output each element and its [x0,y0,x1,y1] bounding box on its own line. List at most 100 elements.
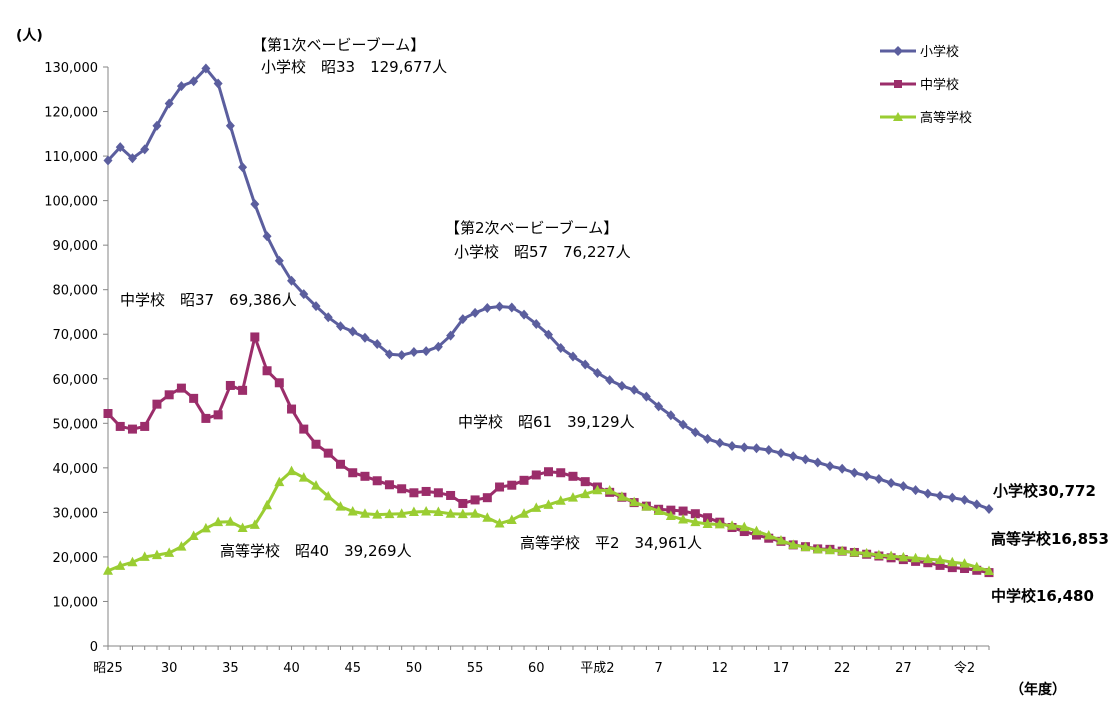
series-layer [103,63,994,578]
data-point-elementary [446,330,456,341]
x-tick-label: 令2 [954,661,975,676]
data-point-high-school [506,514,517,524]
data-point-elementary [348,326,358,337]
data-point-high-school [103,565,113,575]
data-point-elementary [972,499,982,510]
data-point-high-school [641,501,652,511]
data-point-elementary [862,470,872,481]
data-point-elementary [629,384,639,395]
data-point-junior-high [176,383,186,393]
data-point-high-school [861,547,872,558]
data-point-high-school [200,522,211,533]
data-point-high-school [678,514,689,524]
data-point-elementary [960,494,970,505]
y-tick-label: 70,000 [53,328,99,343]
data-point-elementary [213,78,223,89]
y-tick-label: 130,000 [44,61,98,76]
x-tick-label: 40 [283,661,300,676]
x-tick-label: 27 [895,661,912,676]
data-point-high-school [616,491,627,501]
data-point-elementary [421,346,431,357]
data-point-high-school [176,541,187,551]
data-point-elementary [678,419,688,430]
data-point-junior-high [446,490,456,500]
data-point-elementary [690,427,700,438]
series-high-school [103,465,994,575]
data-point-junior-high [507,480,517,490]
data-point-junior-high [568,471,578,481]
data-point-elementary [568,351,578,362]
legend-label-junior-high: 中学校 [920,77,959,93]
data-point-junior-high [556,468,566,478]
x-tick-label: 50 [406,661,423,676]
data-point-elementary [519,309,529,320]
data-point-high-school [971,561,982,572]
data-point-elementary [201,63,211,74]
data-point-elementary [103,155,113,166]
y-tick-label: 30,000 [53,506,99,521]
data-point-elementary [397,350,407,361]
annotation-junior-high-s37: 中学校 昭37 69,386人 [120,291,297,309]
data-point-high-school [335,501,346,511]
annotation-junior-high-s61: 中学校 昭61 39,129人 [458,413,635,431]
data-point-elementary [739,442,749,453]
data-point-elementary [360,332,370,343]
data-point-elementary [335,321,345,332]
data-point-high-school [739,521,750,532]
data-point-elementary [544,329,553,340]
data-point-elementary [764,445,774,456]
data-point-elementary [250,199,260,210]
x-tick-label: 17 [773,661,790,676]
annotations: 【第1次ベービーブーム】 小学校 昭33 129,677人 【第2次ベービーブー… [120,36,702,560]
data-point-elementary [813,457,823,468]
data-point-elementary [470,307,480,318]
data-point-high-school [727,520,738,530]
data-point-junior-high [311,439,321,449]
series-elementary [103,63,994,514]
x-tick-label: 平成2 [580,661,614,676]
data-point-junior-high [580,477,590,487]
data-point-high-school [433,506,444,516]
data-point-junior-high [127,424,137,434]
data-point-high-school [115,560,126,570]
data-point-elementary [923,488,933,499]
x-tick-label: 35 [222,661,239,676]
data-point-junior-high [348,468,358,478]
data-point-elementary [262,231,272,242]
data-point-high-school [311,480,322,490]
data-point-high-school [629,496,640,507]
data-point-high-school [164,547,175,557]
data-point-junior-high [960,564,970,574]
x-tick-label: 12 [712,661,729,676]
data-point-high-school [225,516,236,526]
annotation-baby-boom-2-detail: 小学校 昭57 76,227人 [454,243,631,261]
x-tick-label: 22 [834,661,851,676]
data-point-junior-high [470,495,480,505]
data-point-junior-high [225,380,235,390]
data-point-high-school [898,551,909,562]
data-point-elementary [715,437,725,448]
legend-marker-high-school [893,112,903,121]
y-tick-label: 90,000 [53,239,99,254]
data-point-elementary [238,162,248,173]
data-point-elementary [507,302,517,313]
y-unit-label: (人) [16,27,43,44]
y-tick-label: 80,000 [53,284,99,299]
data-point-elementary [458,314,468,325]
data-point-elementary [605,375,615,386]
legend-marker-elementary [893,46,903,56]
data-point-elementary [323,312,333,323]
data-point-junior-high [262,366,272,376]
data-point-elementary [556,343,566,354]
data-point-elementary [495,301,505,312]
data-point-junior-high [164,390,174,400]
data-point-elementary [433,341,443,352]
data-point-junior-high [495,482,505,492]
data-point-junior-high [678,506,688,516]
data-point-elementary [984,503,994,514]
data-point-junior-high [103,409,113,419]
data-point-junior-high [213,410,223,420]
data-point-junior-high [115,421,125,431]
data-point-high-school [690,516,701,527]
data-point-elementary [372,339,382,350]
